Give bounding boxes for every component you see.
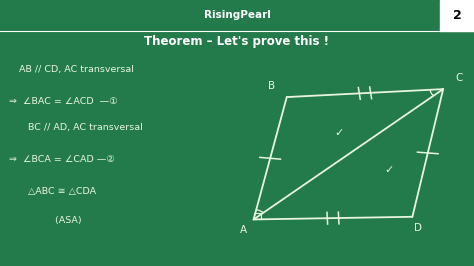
Text: △ABC ≅ △CDA: △ABC ≅ △CDA <box>19 187 96 196</box>
Text: D: D <box>414 223 421 233</box>
Text: ⇒  ∠BAC = ∠ACD  —①: ⇒ ∠BAC = ∠ACD —① <box>9 97 118 106</box>
Text: 2: 2 <box>453 9 461 22</box>
Text: A: A <box>239 225 247 235</box>
Text: ✓: ✓ <box>384 165 393 175</box>
Text: AB // CD, AC transversal: AB // CD, AC transversal <box>19 65 134 74</box>
Text: ⇒  ∠BCA = ∠CAD —②: ⇒ ∠BCA = ∠CAD —② <box>9 155 115 164</box>
Text: RisingPearl: RisingPearl <box>203 10 271 20</box>
Text: Theorem – Let's prove this !: Theorem – Let's prove this ! <box>145 35 329 48</box>
Text: ✓: ✓ <box>334 128 344 138</box>
Text: C: C <box>455 73 463 83</box>
Bar <box>440 0 474 31</box>
Text: B: B <box>267 81 275 91</box>
Text: (ASA): (ASA) <box>19 216 82 225</box>
Text: BC // AD, AC transversal: BC // AD, AC transversal <box>19 123 143 132</box>
